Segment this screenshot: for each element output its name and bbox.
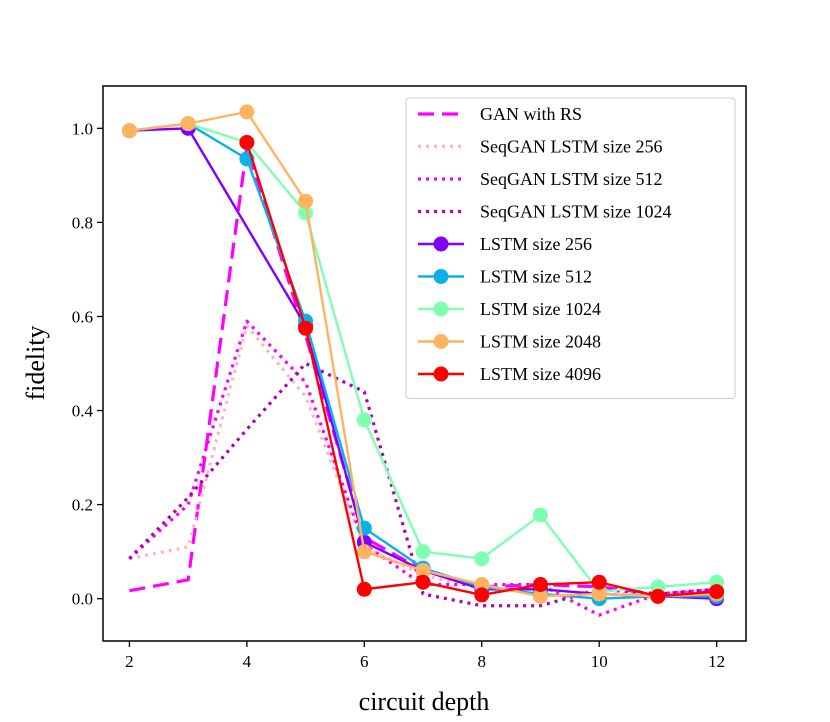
y-axis-label: fidelity xyxy=(21,325,50,400)
legend-marker xyxy=(433,334,449,349)
legend-marker xyxy=(433,269,449,284)
legend-entry: LSTM size 1024 xyxy=(418,299,601,319)
data-point xyxy=(298,320,314,336)
data-point xyxy=(532,577,548,593)
data-point xyxy=(532,507,548,523)
data-point xyxy=(356,412,372,428)
legend-label: SeqGAN LSTM size 512 xyxy=(480,169,663,189)
x-tick-label: 4 xyxy=(243,652,252,671)
data-point xyxy=(591,586,607,602)
data-point xyxy=(121,123,137,139)
data-point xyxy=(709,584,725,600)
y-tick-label: 0.0 xyxy=(72,590,93,609)
legend-entry: LSTM size 256 xyxy=(418,234,592,254)
data-point xyxy=(650,588,666,604)
x-tick-label: 8 xyxy=(478,652,487,671)
data-point xyxy=(415,544,431,560)
plot-frame xyxy=(102,85,747,642)
plot-series xyxy=(121,104,725,617)
data-point xyxy=(298,193,314,209)
data-point xyxy=(591,574,607,590)
data-point xyxy=(474,551,490,567)
y-axis-ticks: 0.0 0.2 0.4 0.6 0.8 1.0 xyxy=(72,119,103,609)
x-axis-ticks: 2 4 6 8 10 12 xyxy=(125,641,725,671)
data-point xyxy=(415,562,431,578)
legend-label: LSTM size 256 xyxy=(480,234,592,254)
legend-label: LSTM size 4096 xyxy=(480,364,601,384)
legend-marker xyxy=(433,366,449,382)
legend-label: GAN with RS xyxy=(480,104,582,124)
legend-label: LSTM size 2048 xyxy=(480,332,601,352)
x-axis-label: circuit depth xyxy=(359,687,490,716)
data-point xyxy=(239,134,255,150)
series-8 xyxy=(239,134,725,604)
legend-entry: LSTM size 512 xyxy=(418,267,592,287)
data-point xyxy=(474,577,490,593)
legend: GAN with RS SeqGAN LSTM size 256 SeqGAN LS… xyxy=(405,97,736,399)
data-point xyxy=(474,587,490,603)
x-tick-label: 12 xyxy=(708,652,725,671)
y-tick-label: 1.0 xyxy=(72,119,93,138)
data-point xyxy=(180,116,196,132)
legend-entry: LSTM size 4096 xyxy=(418,364,601,384)
legend-marker xyxy=(433,236,449,252)
legend-entry: LSTM size 2048 xyxy=(418,332,601,352)
y-tick-label: 0.2 xyxy=(72,496,93,515)
data-point xyxy=(415,574,431,590)
legend-box xyxy=(405,97,736,399)
legend-marker xyxy=(433,301,449,317)
data-point xyxy=(532,588,548,604)
legend-label: LSTM size 512 xyxy=(480,267,592,287)
legend-entry: SeqGAN LSTM size 256 xyxy=(418,137,663,157)
data-point xyxy=(239,104,255,120)
y-tick-label: 0.8 xyxy=(72,213,93,232)
legend-label: SeqGAN LSTM size 256 xyxy=(480,137,663,157)
data-point xyxy=(356,581,372,597)
legend-label: LSTM size 1024 xyxy=(480,299,601,319)
x-tick-label: 2 xyxy=(125,652,134,671)
data-point xyxy=(356,544,372,560)
legend-entry: SeqGAN LSTM size 512 xyxy=(418,169,663,189)
legend-label: SeqGAN LSTM size 1024 xyxy=(480,202,672,222)
y-tick-label: 0.4 xyxy=(72,402,94,421)
legend-entry: GAN with RS xyxy=(418,104,582,124)
x-tick-label: 10 xyxy=(591,652,608,671)
legend-entry: SeqGAN LSTM size 1024 xyxy=(418,202,672,222)
x-tick-label: 6 xyxy=(360,652,369,671)
y-tick-label: 0.6 xyxy=(72,307,93,326)
